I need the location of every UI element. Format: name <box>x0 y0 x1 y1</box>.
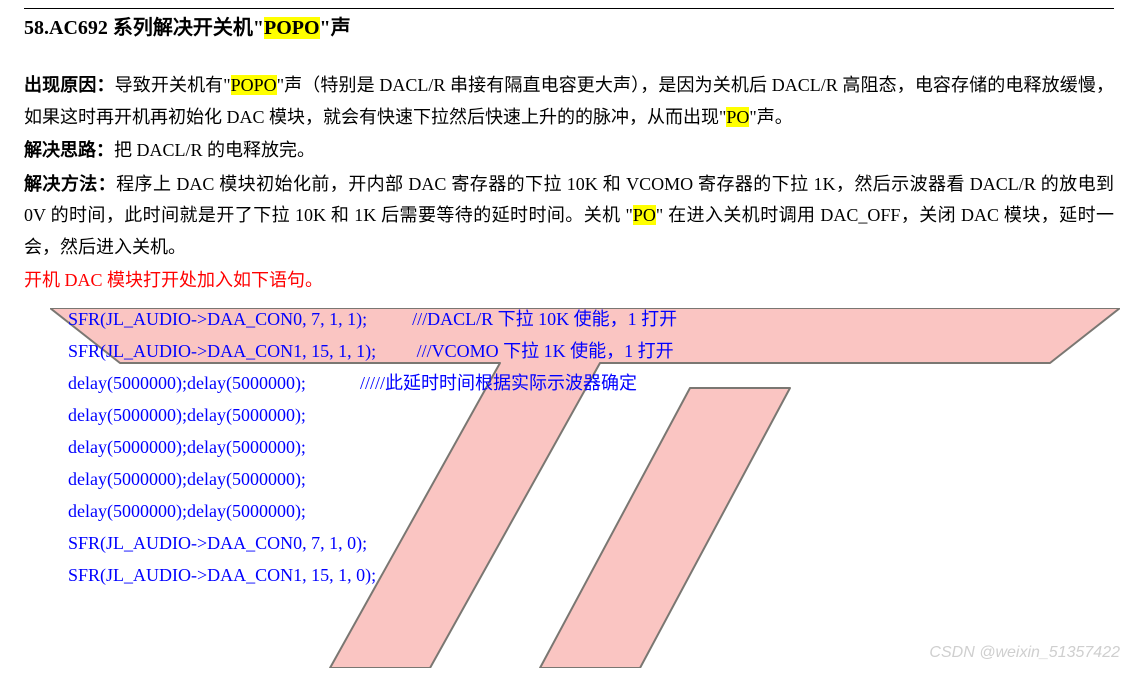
reason-label: 出现原因： <box>24 75 115 95</box>
code-line-2: SFR(JL_AUDIO->DAA_CON1, 15, 1, 1); ///VC… <box>68 335 1114 367</box>
idea-paragraph: 解决思路：把 DACL/R 的电释放完。 <box>24 135 1114 167</box>
code-line-7: delay(5000000);delay(5000000); <box>68 495 1114 527</box>
code-line-1: SFR(JL_AUDIO->DAA_CON0, 7, 1, 1); ///DAC… <box>68 303 1114 335</box>
method-paragraph: 解决方法：程序上 DAC 模块初始化前，开内部 DAC 寄存器的下拉 10K 和… <box>24 169 1114 264</box>
code-line-8: SFR(JL_AUDIO->DAA_CON0, 7, 1, 0); <box>68 527 1114 559</box>
reason-hl1: POPO <box>231 75 277 95</box>
reason-seg3: "声。 <box>749 107 792 127</box>
heading-highlight: POPO <box>264 17 320 39</box>
reason-paragraph: 出现原因：导致开关机有"POPO"声（特别是 DACL/R 串接有隔直电容更大声… <box>24 70 1114 133</box>
section-heading: 58.AC692 系列解决开关机"POPO"声 <box>24 11 1114 46</box>
idea-text: 把 DACL/R 的电释放完。 <box>114 140 315 160</box>
code-line-5: delay(5000000);delay(5000000); <box>68 431 1114 463</box>
code-line-3: delay(5000000);delay(5000000); /////此延时时… <box>68 367 1114 399</box>
heading-suffix: "声 <box>320 17 351 39</box>
reason-seg1: 导致开关机有" <box>115 75 231 95</box>
code-block: SFR(JL_AUDIO->DAA_CON0, 7, 1, 1); ///DAC… <box>24 303 1114 591</box>
method-hl: PO <box>633 205 656 225</box>
code-line-6: delay(5000000);delay(5000000); <box>68 463 1114 495</box>
watermark-text: CSDN @weixin_51357422 <box>929 639 1120 667</box>
idea-label: 解决思路： <box>24 140 114 160</box>
heading-prefix: 58.AC692 系列解决开关机" <box>24 17 264 39</box>
code-line-9: SFR(JL_AUDIO->DAA_CON1, 15, 1, 0); <box>68 559 1114 591</box>
method-label: 解决方法： <box>24 174 116 194</box>
code-line-4: delay(5000000);delay(5000000); <box>68 399 1114 431</box>
reason-hl2: PO <box>726 107 749 127</box>
top-rule <box>24 8 1114 9</box>
red-note: 开机 DAC 模块打开处加入如下语句。 <box>24 265 1114 297</box>
